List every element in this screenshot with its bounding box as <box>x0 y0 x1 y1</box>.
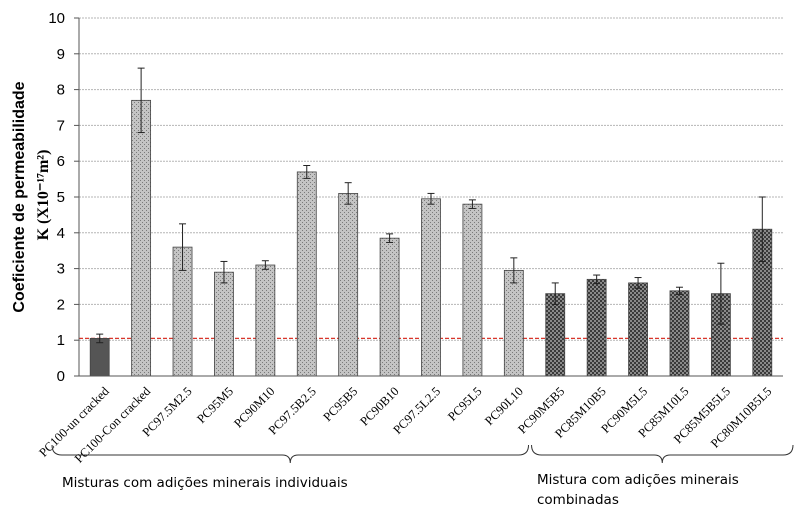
y-tick-label: 4 <box>57 225 65 242</box>
x-tick-label: PC95M5 <box>194 384 236 426</box>
bar <box>89 338 110 377</box>
y-tick-label: 2 <box>57 296 65 313</box>
bar <box>503 269 524 377</box>
bar <box>421 198 441 377</box>
bar <box>669 290 690 377</box>
bar <box>628 282 648 377</box>
y-tick-label: 3 <box>57 261 65 278</box>
y-axis-unit-label: K (X10⁻¹⁷m²) <box>35 150 52 241</box>
y-tick-label: 9 <box>57 46 65 63</box>
y-tick-label: 7 <box>57 117 65 134</box>
bar <box>338 193 359 377</box>
y-tick-labels: 0 1 2 3 4 5 6 7 8 9 10 <box>48 10 65 385</box>
group-bracket <box>51 444 530 464</box>
bar <box>255 264 276 377</box>
bar <box>545 293 566 377</box>
bar <box>462 203 483 377</box>
y-tick-label: 10 <box>48 10 65 27</box>
bar <box>379 237 400 377</box>
group-brackets: Misturas com adições minerais individuai… <box>51 444 794 508</box>
y-tick-label: 8 <box>57 82 65 99</box>
y-tick-label: 5 <box>57 189 65 206</box>
y-tick-label: 6 <box>57 153 65 170</box>
group-label-combined: Mistura com adições minerais combinadas <box>537 472 739 508</box>
y-axis-label: Coeficiente de permeabilidade <box>11 81 28 312</box>
error-bars <box>96 67 766 344</box>
bar <box>214 271 234 377</box>
bar <box>131 99 152 377</box>
y-tick-label: 1 <box>57 332 65 349</box>
x-tick-label: PC95L5 <box>445 384 484 423</box>
bar <box>296 171 317 377</box>
bars <box>89 99 773 377</box>
bar <box>586 278 607 377</box>
group-bracket <box>531 444 794 464</box>
axes <box>74 17 783 377</box>
x-tick-label: PC100-Con cracked <box>72 384 154 466</box>
x-tick-label: PC100-un cracked <box>36 384 112 460</box>
y-tick-label: 0 <box>57 368 65 385</box>
x-tick-label: PC95B5 <box>320 384 360 424</box>
group-label-individual: Misturas com adições minerais individuai… <box>62 475 348 491</box>
